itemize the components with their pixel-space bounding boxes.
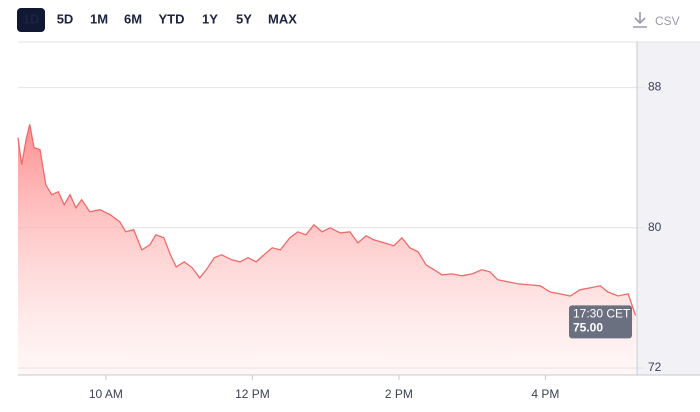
range-button[interactable]: 6M xyxy=(124,11,142,26)
range-button[interactable]: 5Y xyxy=(236,11,252,26)
download-icon xyxy=(633,12,647,28)
range-button[interactable]: YTD xyxy=(159,11,185,26)
csv-button[interactable]: CSV xyxy=(633,12,680,28)
area xyxy=(18,124,636,376)
range-button[interactable]: 1D xyxy=(23,11,40,26)
tooltip-box xyxy=(569,305,632,339)
axis-panel xyxy=(637,42,700,375)
range-button[interactable]: 5D xyxy=(57,11,74,26)
csv-label[interactable]: CSV xyxy=(655,14,680,28)
selected-range xyxy=(17,8,45,32)
y-tick-label: 88 xyxy=(648,80,662,94)
x-tick-label: 4 PM xyxy=(531,387,559,401)
y-tick-label: 80 xyxy=(648,220,662,234)
range-button[interactable]: MAX xyxy=(268,11,297,26)
tooltip-value: 75.00 xyxy=(573,321,603,335)
line xyxy=(17,124,637,316)
range-button[interactable]: 1M xyxy=(90,11,108,26)
y-tick-label: 72 xyxy=(648,360,662,374)
x-tick-label: 2 PM xyxy=(385,387,413,401)
x-tick-label: 10 AM xyxy=(89,387,123,401)
tooltip-time: 17:30 CET xyxy=(573,307,631,321)
range-button[interactable]: 1Y xyxy=(202,11,218,26)
x-tick-label: 12 PM xyxy=(235,387,270,401)
